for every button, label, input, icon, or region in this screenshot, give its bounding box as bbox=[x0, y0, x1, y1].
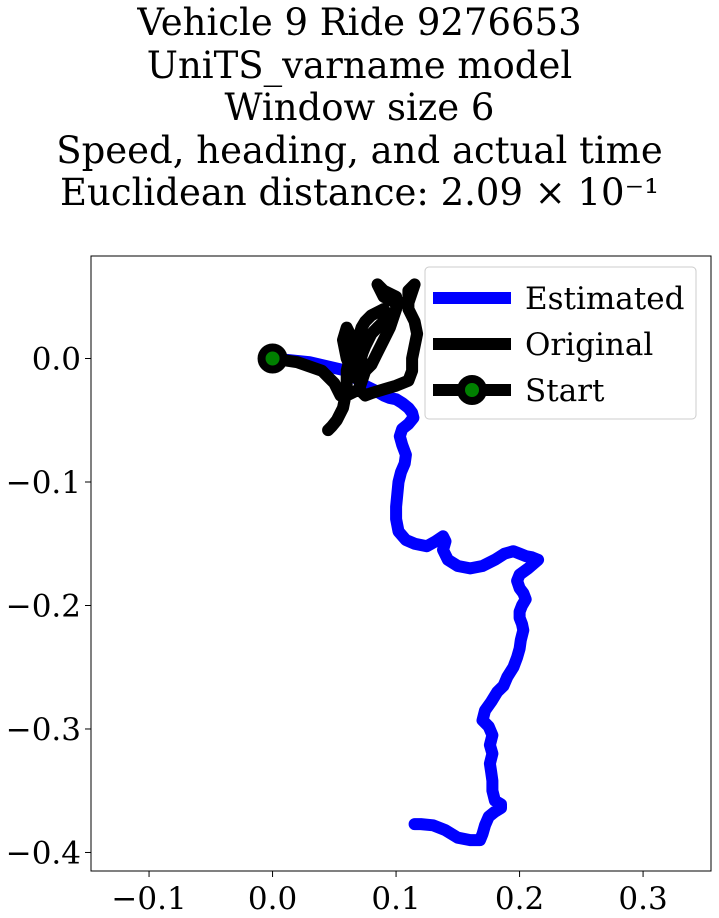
y-tick-label: −0.2 bbox=[6, 588, 81, 624]
x-tick-label: 0.1 bbox=[371, 881, 420, 917]
series-line-original bbox=[266, 278, 424, 437]
chart-title: Vehicle 9 Ride 9276653 UniTS_varname mod… bbox=[0, 1, 719, 215]
x-tick-label: 0.3 bbox=[618, 881, 667, 917]
start-marker bbox=[257, 343, 288, 374]
series-line-estimated bbox=[266, 352, 545, 847]
y-tick-label: −0.1 bbox=[6, 465, 81, 501]
series-layer bbox=[257, 278, 545, 847]
legend-start-marker bbox=[457, 375, 487, 405]
title-line-4: Speed, heading, and actual time bbox=[56, 128, 663, 172]
legend: Estimated Original Start bbox=[424, 266, 697, 420]
y-tick-label: −0.3 bbox=[6, 712, 81, 748]
y-tick-label: −0.4 bbox=[6, 835, 81, 871]
x-tick-label: 0.0 bbox=[248, 881, 297, 917]
legend-box bbox=[424, 266, 697, 420]
legend-label-original: Original bbox=[525, 327, 653, 363]
title-line-5: Euclidean distance: 2.09 × 10⁻¹ bbox=[60, 171, 659, 214]
x-tick-label: −0.1 bbox=[111, 881, 186, 917]
title-line-3: Window size 6 bbox=[224, 86, 495, 129]
x-tick-label: 0.2 bbox=[495, 881, 544, 917]
legend-label-estimated: Estimated bbox=[525, 281, 684, 317]
legend-label-start: Start bbox=[525, 373, 605, 409]
y-tick-label: 0.0 bbox=[32, 342, 81, 378]
title-line-1: Vehicle 9 Ride 9276653 bbox=[137, 1, 582, 44]
title-line-2: UniTS_varname model bbox=[146, 43, 573, 87]
plot-frame bbox=[90, 255, 712, 872]
axis-layer: −0.1 0.0 0.1 0.2 0.3 0.0 −0.1 −0.2 −0.3 −0.4 bbox=[6, 342, 668, 918]
